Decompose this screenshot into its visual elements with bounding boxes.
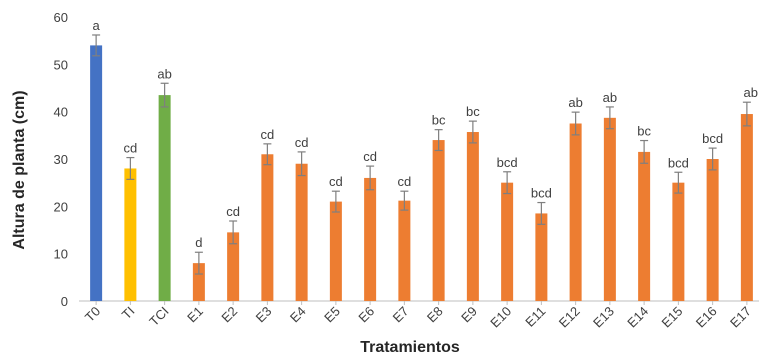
bar: [295, 163, 308, 301]
y-tick-label: 60: [54, 10, 68, 25]
y-tick-label: 0: [61, 294, 68, 309]
bar: [124, 168, 137, 301]
bar: [432, 140, 445, 301]
y-tick-label: 40: [54, 105, 68, 120]
y-tick-label: 10: [54, 247, 68, 262]
x-tick-label: E17: [727, 304, 754, 331]
bar: [192, 263, 205, 301]
significance-label: bcd: [702, 131, 723, 146]
x-tick-label: E2: [218, 304, 240, 326]
significance-label: bc: [466, 104, 480, 119]
x-tick-label: E11: [522, 304, 548, 330]
bar: [638, 151, 651, 301]
bar: [569, 123, 582, 301]
bar: [466, 132, 479, 301]
significance-label: ab: [568, 95, 582, 110]
bar: [158, 95, 171, 301]
significance-label: bcd: [531, 186, 552, 201]
significance-label: cd: [261, 127, 275, 142]
y-axis-title: Altura de planta (cm): [11, 90, 28, 249]
x-tick-label: E10: [487, 304, 514, 331]
significance-label: bc: [637, 124, 651, 139]
significance-label: cd: [226, 204, 240, 219]
significance-label: a: [93, 18, 101, 33]
bar: [501, 182, 514, 301]
x-tick-label: E14: [624, 304, 651, 331]
significance-label: bcd: [668, 155, 689, 170]
x-tick-label: T0: [82, 304, 103, 325]
significance-label: cd: [295, 135, 309, 150]
y-tick-label: 50: [54, 57, 68, 72]
x-tick-label: E4: [287, 304, 309, 326]
significance-label: ab: [157, 66, 171, 81]
significance-label: bc: [432, 113, 446, 128]
bar: [329, 201, 342, 301]
x-tick-label: E7: [390, 304, 412, 326]
x-axis-title: Tratamientos: [360, 339, 460, 356]
bar: [672, 182, 685, 301]
bar: [398, 200, 411, 301]
x-tick-label: E1: [184, 304, 206, 326]
significance-label: cd: [363, 149, 377, 164]
x-tick-label: E12: [556, 304, 583, 331]
x-tick-label: E13: [590, 304, 617, 331]
plot-area: 0 10 20 30 40 50 60 a T0 cd TI ab TCI d E1 cd E2 cd E3 cd E4…: [54, 10, 759, 330]
bar: [90, 45, 103, 302]
x-tick-label: TI: [119, 304, 138, 323]
x-tick-label: E3: [253, 304, 275, 326]
significance-label: ab: [744, 85, 758, 100]
x-tick-label: TCI: [146, 304, 171, 329]
bar: [227, 232, 240, 301]
x-tick-label: E15: [659, 304, 686, 331]
significance-label: bcd: [497, 155, 518, 170]
x-tick-label: E6: [355, 304, 377, 326]
x-tick-label: E9: [458, 304, 480, 326]
x-tick-label: E8: [424, 304, 446, 326]
significance-label: cd: [124, 141, 138, 156]
x-tick-label: E16: [693, 304, 720, 331]
significance-label: d: [195, 235, 202, 250]
bar: [706, 159, 719, 301]
bar: [535, 213, 548, 301]
bar: [740, 114, 753, 302]
significance-label: cd: [398, 174, 412, 189]
x-tick-label: E5: [321, 304, 343, 326]
bar: [261, 154, 274, 301]
significance-label: cd: [329, 174, 343, 189]
y-tick-label: 30: [54, 152, 68, 167]
significance-label: ab: [603, 90, 617, 105]
y-tick-label: 20: [54, 199, 68, 214]
bar: [364, 177, 377, 301]
bar: [603, 117, 616, 301]
